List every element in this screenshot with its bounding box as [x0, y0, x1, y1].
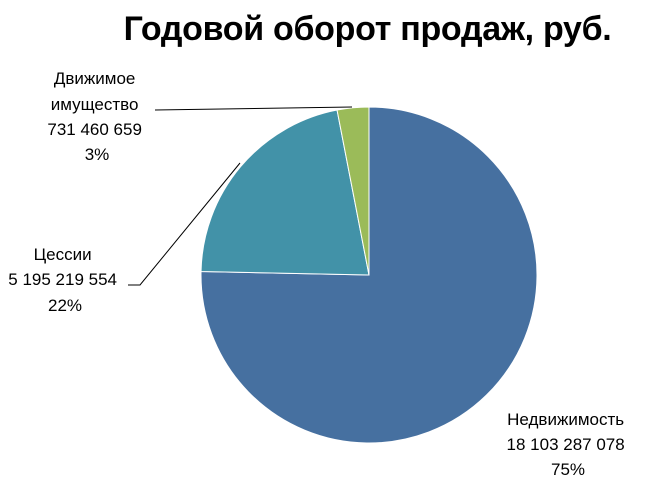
label-movable-value: 731 460 659 — [47, 120, 142, 139]
label-nedvizhimost-value: 18 103 287 078 — [507, 435, 625, 454]
chart-title: Годовой оборот продаж, руб. — [123, 10, 612, 48]
leader-line-movable — [154, 106, 353, 111]
label-nedvizhimost-percent: 75% — [551, 460, 585, 479]
data-label-cessii: Цессии 5 195 219 554 22% — [8, 245, 121, 315]
label-cessii-percent: 22% — [48, 296, 82, 315]
pie-slices — [200, 106, 538, 444]
leader-line-cessii — [128, 162, 241, 286]
pie-slice-cessii — [200, 109, 370, 276]
label-cessii-value: 5 195 219 554 — [8, 270, 117, 289]
data-label-nedvizhimost: Недвижимость 18 103 287 078 75% — [507, 410, 630, 479]
pie-slice-movable — [336, 106, 370, 276]
pie-slice-nedvizhimost — [200, 106, 538, 444]
data-label-movable: Движимое имущество 731 460 659 3% — [47, 69, 146, 164]
label-movable-percent: 3% — [85, 145, 110, 164]
label-movable-line2: имущество — [51, 95, 139, 114]
label-cessii-name: Цессии — [34, 245, 92, 264]
leader-lines — [128, 106, 353, 286]
label-nedvizhimost-name: Недвижимость — [507, 410, 624, 429]
label-movable-line1: Движимое — [54, 69, 136, 88]
